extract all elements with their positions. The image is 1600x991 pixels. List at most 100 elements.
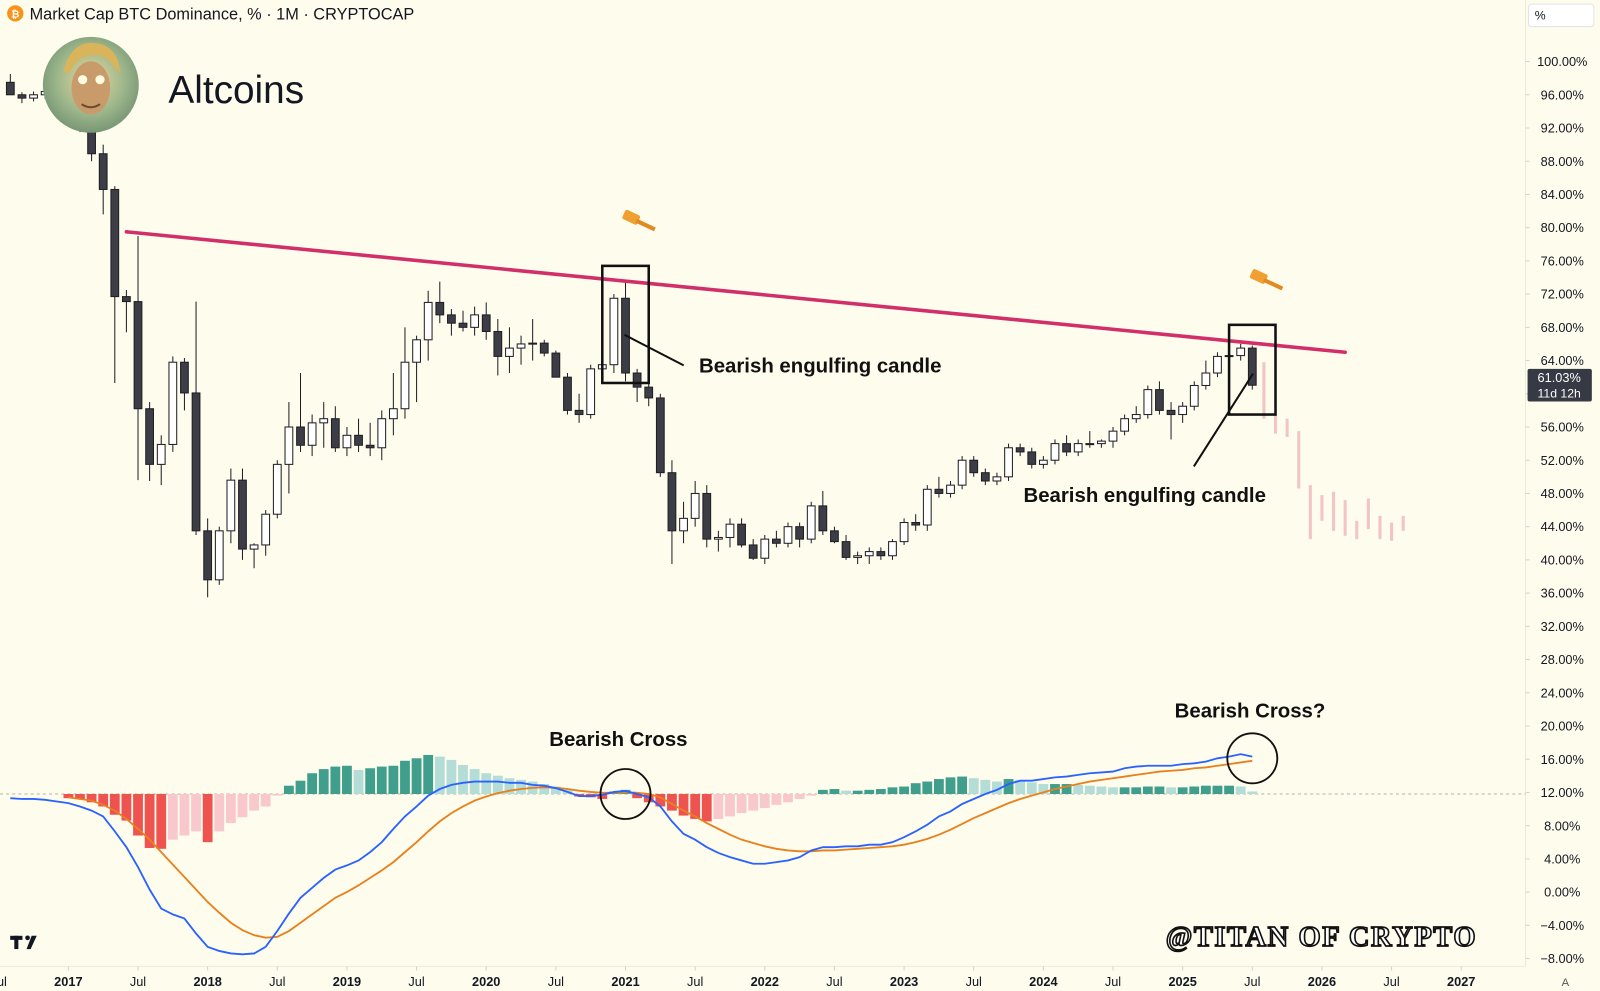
axes: 100.00% 96.00% 92.00% 88.00% 84.00% 80.00% 76.… — [0, 54, 1592, 989]
histogram-bar — [458, 764, 468, 795]
candle-body — [1213, 355, 1222, 374]
candle-body — [841, 541, 851, 558]
candle-body — [1143, 389, 1153, 416]
y-tick-label: 88.00% — [1541, 154, 1584, 169]
histogram-bar — [725, 794, 735, 817]
candle-body — [1027, 451, 1037, 465]
candle-body — [690, 492, 700, 519]
candle-body — [423, 301, 433, 341]
x-tick-label: Jul — [1105, 974, 1121, 989]
candle-body — [307, 422, 317, 446]
annotation-arrow — [624, 333, 685, 367]
x-tick-label: 2017 — [54, 974, 82, 989]
candle-body — [435, 301, 445, 316]
histogram-bar — [701, 794, 712, 822]
candle-body — [551, 352, 561, 378]
btc-icon-glyph: ₿ — [11, 8, 19, 20]
y-tick-label: 100.00% — [1537, 54, 1587, 69]
histogram-bar — [980, 779, 991, 795]
histogram-bar — [597, 794, 608, 799]
histogram-bar — [109, 794, 120, 815]
candle-body — [1050, 443, 1060, 461]
macd-line — [10, 753, 1253, 956]
candle-body — [1097, 440, 1106, 445]
countdown-label: 11d 12h — [1538, 386, 1582, 400]
y-tick-label: −8.00% — [1540, 951, 1584, 966]
candle-body — [330, 418, 340, 449]
candle-body — [772, 538, 781, 544]
scale-button-label[interactable]: % — [1535, 8, 1546, 22]
candle-body — [98, 153, 108, 190]
histogram-bar — [759, 794, 770, 809]
histogram-bar — [225, 794, 236, 824]
candle-body — [516, 343, 526, 349]
histogram-bar — [539, 784, 550, 795]
candle-body — [748, 544, 758, 559]
y-tick-label: 64.00% — [1541, 353, 1584, 368]
histogram-bar — [342, 765, 352, 795]
candle-body — [818, 505, 828, 532]
histogram-bar — [829, 789, 840, 795]
chart-title: Altcoins — [168, 69, 304, 112]
y-tick-label: 8.00% — [1544, 818, 1580, 833]
y-tick-label: 92.00% — [1541, 121, 1584, 136]
histogram-bar — [1131, 787, 1142, 795]
histogram-bar — [249, 794, 259, 811]
candle-body — [655, 397, 665, 474]
x-tick-label: 2024 — [1029, 974, 1058, 989]
x-tick-label: Jul — [1383, 974, 1399, 989]
y-tick-label: 28.00% — [1541, 652, 1584, 667]
histogram-bar — [423, 754, 434, 795]
candle-body — [1155, 389, 1164, 411]
histogram-bar — [295, 780, 306, 795]
candle-body — [864, 551, 874, 557]
candle-body — [679, 517, 688, 532]
candle-body — [539, 342, 549, 354]
candle-body — [946, 484, 955, 494]
auto-scale-button[interactable]: A — [1562, 977, 1570, 989]
candle-body — [296, 426, 305, 446]
y-tick-label: 32.00% — [1541, 619, 1584, 634]
candle-body — [1120, 418, 1130, 432]
x-tick-label: 2019 — [333, 974, 361, 989]
scale-button[interactable] — [1528, 3, 1595, 28]
histogram-bar — [864, 789, 875, 795]
candle-body — [505, 347, 514, 357]
annotation: Bearish Cross? — [1175, 700, 1326, 722]
histogram-bar — [1015, 779, 1026, 795]
histogram-bar — [783, 794, 793, 803]
candle-body — [934, 488, 944, 494]
histogram-bar — [307, 773, 318, 795]
histogram-bar — [678, 794, 689, 816]
histogram-bar — [632, 794, 643, 799]
candle-body — [737, 523, 746, 546]
candle-body — [5, 81, 15, 96]
histogram-bar — [794, 794, 805, 799]
x-tick-label: 2023 — [890, 974, 918, 989]
candle-body — [957, 459, 967, 486]
histogram-bar — [899, 786, 909, 795]
histogram-bar — [318, 769, 329, 795]
trendline — [124, 230, 1347, 355]
histogram-bar — [516, 779, 526, 795]
candle-body — [609, 297, 619, 366]
x-tick-label: Jul — [269, 974, 285, 989]
histogram-bar — [353, 769, 364, 795]
candle-body — [1004, 447, 1013, 478]
x-tick-label: Jul — [130, 974, 146, 989]
histogram-bar — [934, 779, 944, 795]
candle-body — [458, 322, 468, 328]
histogram-bar — [1096, 786, 1107, 795]
histogram-bar — [1235, 786, 1246, 795]
candle-body — [447, 314, 456, 324]
candle-body — [922, 488, 932, 526]
candle-body — [203, 530, 213, 581]
candle-body — [284, 426, 294, 465]
candle-body — [226, 479, 236, 532]
candle-body — [1166, 409, 1176, 416]
histogram-bar — [1119, 787, 1130, 795]
histogram-bar — [968, 778, 979, 795]
histogram-bar — [690, 794, 701, 819]
candle-body — [830, 530, 839, 543]
histogram-bar — [1189, 786, 1200, 795]
